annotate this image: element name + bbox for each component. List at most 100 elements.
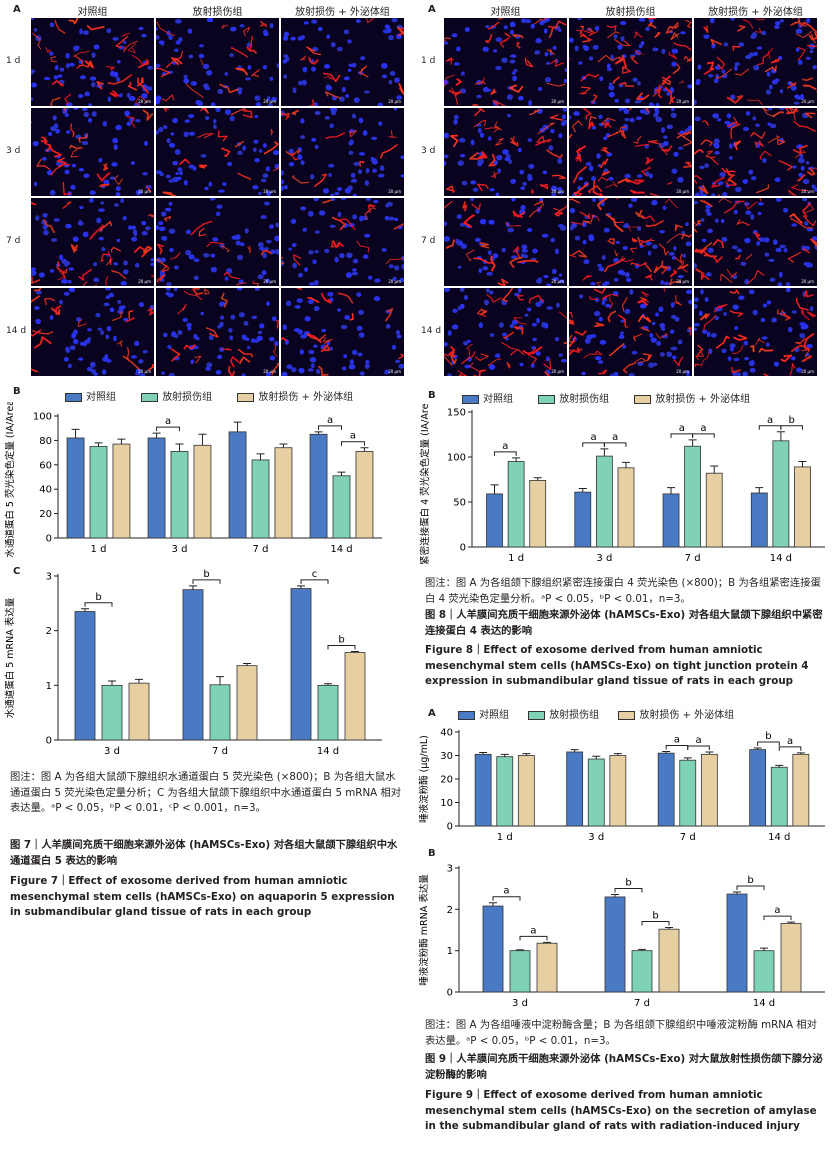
bar xyxy=(566,751,584,827)
error-bar xyxy=(351,650,359,653)
y-axis-label: 紧密连接蛋白 4 荧光染色定量 (IA/Area) xyxy=(419,404,431,565)
row-label: 14 d xyxy=(421,326,442,336)
y-axis-label: 唾液淀粉酶 (μg/mL) xyxy=(418,735,430,823)
y-tick-label: 40 xyxy=(39,485,52,496)
fig7-title-cn: 图 7｜人羊膜间充质干细胞来源外泌体 (hAMSCs-Exo) 对各组大鼠颌下腺… xyxy=(10,839,398,867)
significance-label: a xyxy=(350,431,356,442)
x-tick-label: 14 d xyxy=(317,746,339,756)
legend-swatch xyxy=(462,394,479,404)
error-bar xyxy=(135,678,143,684)
y-tick-label: 150 xyxy=(447,408,466,419)
row-label: 3 d xyxy=(6,146,21,156)
significance-label: a xyxy=(774,905,780,916)
significance-bracket xyxy=(494,451,517,456)
significance-label: b xyxy=(765,731,771,742)
significance-label: b xyxy=(652,911,658,922)
fig7-legend: 对照组 放射损伤组 放射损伤 + 外泌体组 xyxy=(65,388,375,403)
significance-label: a xyxy=(502,441,508,452)
significance-bracket xyxy=(192,579,221,584)
error-bar xyxy=(522,753,531,756)
row-label: 7 d xyxy=(421,236,436,246)
significance-bracket xyxy=(778,746,802,751)
y-tick-label: 30 xyxy=(440,751,453,762)
x-tick-label: 3 d xyxy=(512,998,528,1009)
significance-bracket xyxy=(780,425,803,430)
x-tick-label: 7 d xyxy=(685,553,701,564)
error-bar xyxy=(360,447,369,452)
fig9-panel-b-label: B xyxy=(428,848,436,859)
bar xyxy=(317,684,339,741)
significance-label: a xyxy=(767,415,773,426)
error-bar xyxy=(688,439,697,447)
x-tick-label: 3 d xyxy=(596,553,612,564)
significance-bracket xyxy=(641,921,670,926)
error-bar xyxy=(337,471,346,476)
significance-label: a xyxy=(674,735,680,746)
fluorescence-micrograph: 20 μm xyxy=(280,17,405,107)
fig9-caption-note: 图注：图 A 为各组唾液中淀粉酶含量；B 为各组颌下腺组织中唾液淀粉酶 mRNA… xyxy=(425,1019,817,1047)
fig9a-bar-chart: 唾液淀粉酶 (μg/mL) 0 10 20 30 40 1 d 3 d 7 d a a 14 d b a xyxy=(418,728,825,843)
fig7-caption-note: 图注：图 A 为各组大鼠颌下腺组织水通道蛋白 5 荧光染色 (×800)；B 为… xyxy=(10,771,402,814)
bar xyxy=(209,684,231,741)
scale-bar-label: 20 μm xyxy=(388,279,401,284)
bar xyxy=(236,665,258,741)
significance-bracket xyxy=(327,644,356,650)
fluorescence-micrograph: 20 μm xyxy=(568,287,693,377)
fluorescence-micrograph: 20 μm xyxy=(693,287,818,377)
fluorescence-micrograph: 20 μm xyxy=(280,287,405,377)
significance-label: a xyxy=(787,736,793,747)
y-tick-label: 2 xyxy=(46,626,52,637)
fluorescence-micrograph: 20 μm xyxy=(155,197,280,287)
error-bar xyxy=(798,461,807,467)
significance-label: b xyxy=(625,877,631,888)
scale-bar-label: 20 μm xyxy=(676,99,689,104)
error-bar xyxy=(512,457,521,462)
y-tick-label: 40 xyxy=(440,728,453,739)
fluorescence-micrograph: 20 μm xyxy=(30,107,155,197)
bar xyxy=(517,755,535,827)
significance-bracket xyxy=(670,433,694,438)
bar xyxy=(574,491,592,548)
y-tick-label: 0 xyxy=(46,534,52,545)
legend-label: 放射损伤组 xyxy=(549,710,600,721)
bar xyxy=(684,445,702,548)
fluorescence-micrograph: 20 μm xyxy=(443,107,568,197)
bar xyxy=(193,444,212,539)
fluorescence-micrograph: 20 μm xyxy=(30,287,155,377)
scale-bar-label: 20 μm xyxy=(801,369,814,374)
error-bar xyxy=(621,461,630,468)
legend-label: 放射损伤 + 外泌体组 xyxy=(258,392,354,403)
bar xyxy=(604,896,626,993)
significance-label: a xyxy=(165,416,171,427)
error-bar xyxy=(667,487,676,494)
bar xyxy=(772,440,790,548)
column-header: 放射损伤组 xyxy=(192,7,243,18)
legend-swatch xyxy=(528,710,546,720)
y-tick-label: 60 xyxy=(39,460,52,471)
fig7c-bar-chart: 水通道蛋白 5 mRNA 表达量 0 1 2 3 3 d b 7 d b 14 d c b xyxy=(4,569,382,756)
error-bar xyxy=(117,438,126,445)
significance-label: b xyxy=(338,634,344,645)
fluorescence-micrograph: 20 μm xyxy=(280,197,405,287)
fluorescence-micrograph: 20 μm xyxy=(30,17,155,107)
significance-bracket xyxy=(582,442,605,447)
fluorescence-micrograph: 20 μm xyxy=(693,197,818,287)
legend-swatch xyxy=(634,394,652,404)
y-tick-label: 10 xyxy=(440,798,453,809)
x-tick-label: 7 d xyxy=(680,832,696,843)
bar xyxy=(700,753,718,827)
bar xyxy=(486,493,503,548)
bar xyxy=(274,447,293,539)
fig7b-bar-chart: 水通道蛋白 5 荧光染色定量 (IA/Area) 0 20 40 60 80 100 1 d 3… xyxy=(4,402,382,558)
bar xyxy=(128,682,150,741)
column-header: 对照组 xyxy=(490,7,521,18)
error-bar xyxy=(489,902,497,907)
x-tick-label: 14 d xyxy=(330,544,352,555)
significance-label: b xyxy=(95,592,101,603)
fig9b-bar-chart: 唾液淀粉酶 mRNA 表达量 0 1 2 3 3 d a a 7 d b b 14 d b a xyxy=(418,864,825,1009)
bar xyxy=(74,611,96,741)
scale-bar-label: 20 μm xyxy=(263,189,276,194)
error-bar xyxy=(175,443,184,452)
bar xyxy=(496,756,514,827)
row-label: 1 d xyxy=(421,56,436,66)
